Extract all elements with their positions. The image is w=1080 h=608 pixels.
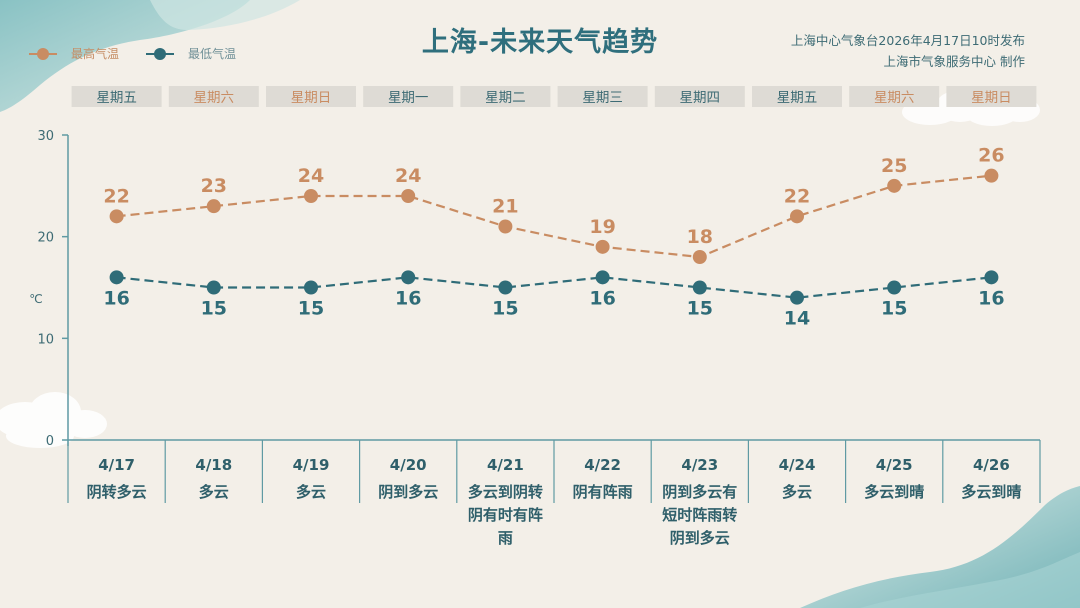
weather-label: 多云到晴 bbox=[864, 483, 924, 501]
weather-label: 多云 bbox=[296, 483, 326, 501]
date-label: 4/26 bbox=[973, 456, 1010, 474]
high-temperature-point bbox=[304, 189, 318, 203]
high-temperature-value: 23 bbox=[201, 175, 227, 197]
weather-label: 阴到多云有 bbox=[662, 483, 737, 501]
date-label: 4/23 bbox=[681, 456, 718, 474]
high-temperature-value: 24 bbox=[298, 165, 324, 187]
high-temperature-point bbox=[984, 168, 999, 183]
issuer-line: 上海中心气象台2026年4月17日10时发布 bbox=[790, 33, 1025, 48]
y-axis-unit: ℃ bbox=[29, 292, 42, 306]
weather-label: 阴到多云 bbox=[670, 529, 730, 547]
high-temperature-point bbox=[401, 189, 416, 203]
weather-label: 阴有阵雨 bbox=[573, 483, 633, 501]
date-label: 4/24 bbox=[779, 456, 816, 474]
high-temperature-point bbox=[692, 250, 707, 264]
high-temperature-value: 24 bbox=[395, 165, 421, 187]
weather-label: 阴转多云 bbox=[87, 483, 147, 501]
high-temperature-value: 18 bbox=[687, 226, 713, 248]
low-temperature-value: 16 bbox=[589, 287, 615, 309]
date-label: 4/19 bbox=[293, 456, 330, 474]
weekday-label: 星期一 bbox=[388, 90, 429, 106]
legend-low-marker bbox=[146, 48, 174, 60]
low-temperature-value: 14 bbox=[784, 308, 810, 330]
high-temperature-value: 26 bbox=[978, 145, 1004, 167]
low-temperature-point bbox=[206, 280, 221, 295]
low-temperature-point bbox=[304, 280, 318, 295]
legend-high-marker bbox=[29, 48, 57, 60]
weekday-box bbox=[752, 86, 842, 107]
low-temperature-point bbox=[595, 270, 610, 285]
high-temperature-point bbox=[109, 209, 124, 224]
high-temperature-value: 25 bbox=[881, 155, 907, 177]
weekday-label: 星期二 bbox=[485, 90, 526, 106]
weekday-box bbox=[71, 86, 162, 107]
high-temperature-line bbox=[116, 174, 992, 259]
producer-line: 上海市气象服务中心 制作 bbox=[883, 54, 1025, 69]
high-temperature-point bbox=[498, 219, 513, 234]
date-label: 4/21 bbox=[487, 456, 524, 474]
weekday-label: 星期六 bbox=[874, 90, 915, 106]
low-temperature-point bbox=[692, 280, 707, 295]
weekday-label: 星期三 bbox=[582, 90, 623, 106]
weekday-box bbox=[168, 86, 259, 107]
weather-label: 短时阵雨转 bbox=[662, 506, 737, 524]
weather-label: 多云 bbox=[782, 483, 812, 501]
low-temperature-value: 15 bbox=[492, 298, 518, 320]
weather-label: 多云到阴转 bbox=[468, 483, 543, 501]
high-temperature-point bbox=[790, 209, 804, 224]
high-temperature-point bbox=[206, 199, 221, 214]
date-label: 4/22 bbox=[584, 456, 621, 474]
date-label: 4/18 bbox=[195, 456, 232, 474]
date-label: 4/17 bbox=[98, 456, 135, 474]
low-temperature-value: 16 bbox=[395, 287, 421, 309]
high-temperature-value: 21 bbox=[492, 196, 518, 218]
high-temperature-point bbox=[595, 239, 610, 254]
low-temperature-point bbox=[887, 280, 902, 295]
chart-title: 上海-未来天气趋势 bbox=[421, 27, 659, 58]
low-temperature-value: 15 bbox=[298, 298, 324, 320]
low-temperature-point bbox=[109, 270, 124, 285]
weather-label: 雨 bbox=[498, 529, 513, 547]
date-label: 4/20 bbox=[390, 456, 427, 474]
weekday-label: 星期五 bbox=[777, 90, 818, 106]
high-temperature-point bbox=[887, 178, 902, 193]
y-tick-label: 10 bbox=[37, 332, 54, 347]
low-temperature-value: 16 bbox=[103, 287, 129, 309]
low-temperature-point bbox=[984, 270, 999, 285]
weather-label: 阴有时有阵 bbox=[468, 506, 543, 524]
low-temperature-line bbox=[116, 276, 992, 299]
y-tick-label: 30 bbox=[37, 129, 54, 144]
weekday-label: 星期日 bbox=[971, 90, 1012, 106]
low-temperature-value: 15 bbox=[201, 298, 227, 320]
weather-label: 多云 bbox=[199, 483, 229, 501]
weekday-label: 星期四 bbox=[680, 90, 721, 106]
low-temperature-value: 15 bbox=[881, 298, 907, 320]
weekday-label: 星期六 bbox=[194, 90, 235, 106]
y-tick-label: 0 bbox=[46, 434, 54, 449]
weekday-box bbox=[849, 86, 940, 107]
high-temperature-value: 19 bbox=[589, 216, 615, 238]
weekday-label: 星期五 bbox=[96, 90, 137, 106]
high-temperature-value: 22 bbox=[784, 185, 810, 207]
weather-label: 阴到多云 bbox=[378, 483, 438, 501]
weekday-label: 星期日 bbox=[291, 90, 332, 106]
low-temperature-point bbox=[401, 270, 416, 285]
low-temperature-value: 15 bbox=[687, 298, 713, 320]
legend-high-label: 最高气温 bbox=[71, 47, 120, 61]
low-temperature-value: 16 bbox=[978, 287, 1004, 309]
weekday-box bbox=[557, 86, 648, 107]
weekday-box bbox=[946, 86, 1037, 107]
high-temperature-value: 22 bbox=[103, 185, 129, 207]
date-label: 4/25 bbox=[876, 456, 913, 474]
weather-label: 多云到晴 bbox=[961, 483, 1021, 501]
y-tick-label: 20 bbox=[37, 231, 54, 246]
weekday-box bbox=[363, 86, 454, 107]
weekday-box bbox=[266, 86, 356, 107]
weekday-box bbox=[460, 86, 551, 107]
legend-low-label: 最低气温 bbox=[188, 47, 237, 61]
low-temperature-point bbox=[498, 280, 513, 295]
low-temperature-point bbox=[790, 290, 804, 305]
weekday-box bbox=[654, 86, 745, 107]
